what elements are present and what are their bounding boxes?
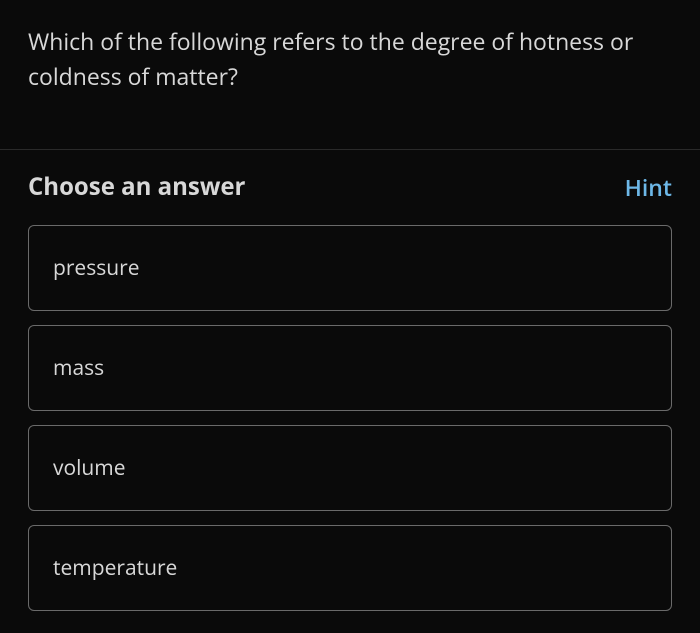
answer-option-0[interactable]: pressure	[28, 225, 672, 311]
answer-option-2[interactable]: volume	[28, 425, 672, 511]
answer-option-label: temperature	[53, 554, 177, 582]
answer-option-label: pressure	[53, 254, 140, 282]
answer-option-3[interactable]: temperature	[28, 525, 672, 611]
answer-option-label: volume	[53, 454, 126, 482]
answer-option-label: mass	[53, 354, 104, 382]
choose-answer-label: Choose an answer	[28, 170, 245, 203]
question-text: Which of the following refers to the deg…	[28, 24, 672, 93]
answer-header: Choose an answer Hint	[28, 170, 672, 203]
answer-option-1[interactable]: mass	[28, 325, 672, 411]
question-section: Which of the following refers to the deg…	[0, 0, 700, 150]
answer-section: Choose an answer Hint pressure mass volu…	[0, 150, 700, 631]
hint-button[interactable]: Hint	[625, 171, 672, 203]
